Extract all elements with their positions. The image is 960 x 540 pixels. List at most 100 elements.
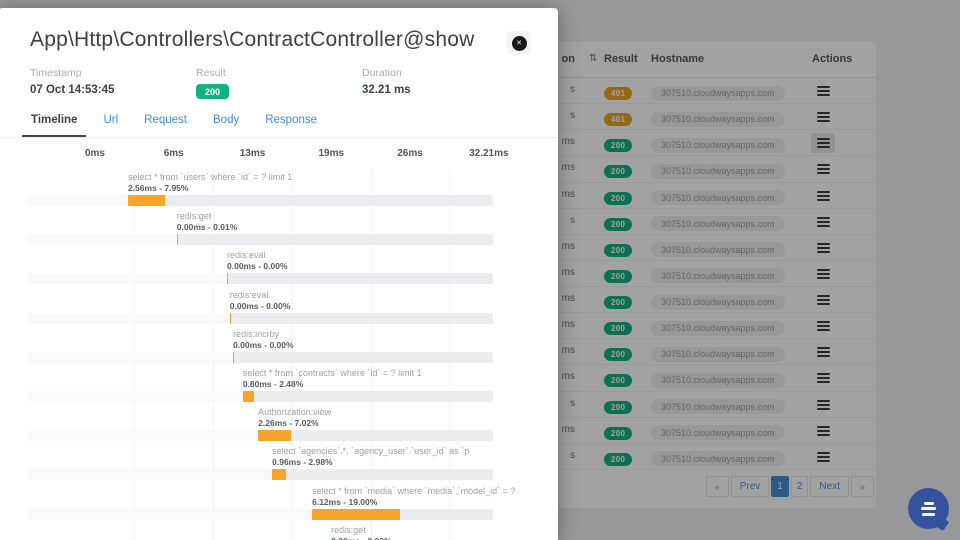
table-row[interactable]: ms 200 307510.cloudwaysapps.com — [430, 156, 876, 183]
result-badge: 200 — [604, 348, 633, 362]
tab-timeline[interactable]: Timeline — [22, 114, 87, 137]
row-actions-menu-button[interactable] — [811, 421, 835, 441]
prev-button[interactable]: Prev — [730, 476, 770, 497]
hostname-pill: 307510.cloudwaysapps.com — [651, 216, 785, 232]
timeline-bar — [258, 430, 291, 442]
axis-tick: 32.21ms — [469, 148, 509, 159]
table-row[interactable]: ms 200 307510.cloudwaysapps.com — [430, 313, 876, 340]
table-row[interactable]: ms 200 307510.cloudwaysapps.com — [430, 235, 876, 261]
column-header-result[interactable]: Result — [604, 53, 638, 65]
row-actions-menu-button[interactable] — [811, 81, 835, 101]
cell-result: 200 — [604, 135, 633, 153]
row-actions-menu-button[interactable] — [811, 395, 835, 415]
meta-item: Timestamp 07 Oct 14:53:45 — [30, 67, 196, 99]
row-actions-menu-button[interactable] — [811, 290, 835, 310]
row-actions-menu-button[interactable] — [811, 107, 835, 127]
hostname-pill: 307510.cloudwaysapps.com — [651, 425, 785, 441]
row-actions-menu-button[interactable] — [811, 212, 835, 232]
next-button[interactable]: Next — [810, 476, 849, 497]
hostname-pill: 307510.cloudwaysapps.com — [651, 451, 785, 467]
result-badge: 200 — [604, 452, 633, 466]
chat-widget-button[interactable] — [908, 488, 950, 532]
hamburger-icon-bar — [816, 250, 830, 253]
meta-label: Timestamp — [30, 67, 82, 79]
hamburger-icon-bar — [816, 373, 830, 376]
timeline-entry: redis:get 0.00ms - 0.01% — [28, 208, 493, 247]
hostname-pill: 307510.cloudwaysapps.com — [651, 372, 785, 388]
request-meta: Timestamp 07 Oct 14:53:45 Result 200 Duratio… — [0, 67, 558, 99]
tab-request[interactable]: Request — [144, 114, 187, 126]
timeline-entry: select * from `users` where `id` = ? lim… — [28, 169, 493, 208]
timeline-entry-duration: 0.00ms - 0.00% — [229, 300, 291, 311]
tab-response[interactable]: Response — [265, 114, 318, 126]
row-actions-menu-button[interactable] — [811, 133, 835, 154]
result-badge: 200 — [604, 322, 633, 336]
row-actions-menu-button[interactable] — [811, 316, 835, 336]
hostname-pill: 307510.cloudwaysapps.com — [651, 137, 785, 153]
column-header-hostname[interactable]: Hostname — [651, 53, 705, 65]
table-row[interactable]: ms 200 307510.cloudwaysapps.com — [430, 130, 876, 157]
hamburger-icon-bar — [816, 90, 830, 92]
timeline-bar — [176, 234, 178, 246]
close-button[interactable]: ✕ — [507, 31, 531, 55]
table-row[interactable]: ms 200 307510.cloudwaysapps.com — [430, 418, 876, 444]
hamburger-icon-bar — [816, 138, 830, 141]
cell-hostname: 307510.cloudwaysapps.com — [651, 188, 785, 206]
timeline-bar — [233, 351, 235, 363]
last-page-button[interactable]: » — [850, 476, 874, 497]
hamburger-icon-bar — [816, 295, 830, 297]
table-row[interactable]: ms 200 307510.cloudwaysapps.com — [430, 261, 876, 287]
cell-result: 200 — [604, 344, 633, 362]
hostname-pill: 307510.cloudwaysapps.com — [651, 268, 785, 284]
sort-icon[interactable]: ⇅ — [589, 53, 598, 64]
first-page-button[interactable]: « — [705, 476, 729, 497]
timeline-entry: select * from `contracts` where `id` = ?… — [28, 365, 493, 404]
cell-hostname: 307510.cloudwaysapps.com — [651, 318, 785, 336]
cell-hostname: 307510.cloudwaysapps.com — [651, 266, 785, 284]
table-row[interactable]: s 200 307510.cloudwaysapps.com — [430, 392, 876, 418]
timeline-entry-label: redis:get — [176, 211, 212, 222]
hostname-pill: 307510.cloudwaysapps.com — [651, 242, 785, 258]
row-actions-menu-button[interactable] — [811, 238, 835, 258]
hamburger-icon-bar — [816, 351, 830, 354]
tab-body[interactable]: Body — [213, 114, 240, 126]
row-actions-menu-button[interactable] — [811, 186, 835, 206]
table-row[interactable]: ms 200 307510.cloudwaysapps.com — [430, 287, 876, 314]
timeline-axis: 0ms 6ms 13ms 19ms 26ms 32.21ms — [28, 145, 509, 169]
hamburger-icon-bar — [816, 146, 830, 149]
hostname-pill: 307510.cloudwaysapps.com — [651, 85, 785, 101]
row-actions-menu-button[interactable] — [811, 342, 835, 362]
row-actions-menu-button[interactable] — [811, 264, 835, 284]
page-1-button[interactable]: 1 — [771, 476, 789, 497]
hostname-pill: 307510.cloudwaysapps.com — [651, 399, 785, 414]
hamburger-icon-bar — [816, 120, 830, 123]
timeline-track-elapsed — [28, 195, 128, 206]
table-row[interactable]: ms 200 307510.cloudwaysapps.com — [430, 339, 876, 366]
row-actions-menu-button[interactable] — [811, 447, 835, 467]
row-actions-menu-button[interactable] — [811, 368, 835, 388]
timeline-bar — [312, 508, 401, 520]
timeline-entry-duration: 2.56ms - 7.95% — [127, 183, 189, 193]
table-row[interactable]: s 401 307510.cloudwaysapps.com — [430, 78, 876, 105]
hamburger-icon-bar — [816, 198, 830, 201]
timeline-chart: 0ms 6ms 13ms 19ms 26ms 32.21ms select * from … — [28, 145, 515, 540]
hamburger-icon-bar — [816, 276, 830, 279]
table-row[interactable]: ms 200 307510.cloudwaysapps.com — [430, 183, 876, 209]
table-row[interactable]: s 401 307510.cloudwaysapps.com — [430, 104, 876, 131]
cell-duration: ms — [561, 423, 575, 435]
tab-url[interactable]: Url — [103, 114, 119, 126]
timeline-track — [28, 273, 493, 285]
table-row[interactable]: s 200 307510.cloudwaysapps.com — [430, 209, 876, 235]
hostname-pill: 307510.cloudwaysapps.com — [651, 163, 785, 179]
table-row[interactable]: s 200 307510.cloudwaysapps.com — [430, 444, 876, 470]
page-2-button[interactable]: 2 — [790, 476, 809, 497]
hamburger-icon-bar — [816, 459, 830, 462]
table-row[interactable]: ms 200 307510.cloudwaysapps.com — [430, 365, 876, 392]
timeline-entry-label: redis:eval — [227, 250, 266, 261]
timeline-entry-label: Authorization:view — [258, 407, 332, 418]
result-badge: 200 — [604, 243, 633, 257]
row-actions-menu-button[interactable] — [811, 159, 835, 179]
result-badge: 200 — [604, 139, 633, 153]
column-header-duration[interactable]: on — [561, 53, 575, 65]
